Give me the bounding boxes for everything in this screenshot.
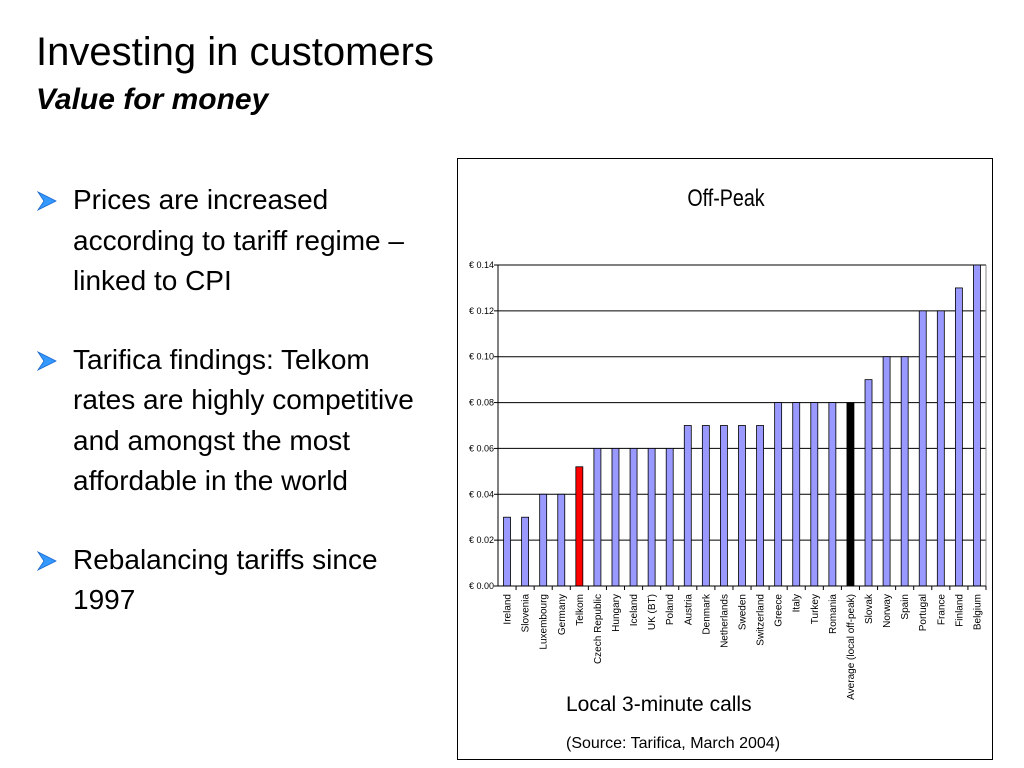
bar [557, 493, 566, 587]
x-tick-label: UK (BT) [647, 594, 658, 630]
x-tick-label: Italy [792, 594, 803, 612]
bullet-item: Rebalancing tariffs since 1997 [36, 540, 436, 621]
bar [792, 402, 801, 587]
y-tick-label: € 0.12 [469, 306, 494, 316]
bar [593, 448, 602, 587]
x-tick-label: Average (local off-peak) [846, 594, 857, 700]
bar [828, 402, 837, 587]
x-tick-label: Poland [665, 594, 676, 625]
bullet-item: Tarifica findings: Telkom rates are high… [36, 340, 436, 502]
bullet-text: Tarifica findings: Telkom rates are high… [73, 343, 414, 497]
bar [900, 356, 909, 587]
bar [503, 516, 511, 587]
x-tick-label: Luxembourg [539, 594, 550, 650]
bar [918, 310, 927, 587]
bar [936, 310, 945, 587]
bar [683, 425, 692, 587]
chart-caption: Local 3-minute calls [566, 693, 752, 716]
y-tick-label: € 0.02 [469, 535, 494, 545]
chart-frame: Off-Peak € 0.00 € 0.02 € 0.04 € 0.06 € 0.08 €… [457, 158, 993, 760]
bullet-list: Prices are increased according to tariff… [36, 180, 436, 659]
x-tick-label: Hungary [611, 594, 622, 632]
x-tick-label: Czech Republic [593, 594, 604, 664]
bar [720, 425, 728, 587]
bar [973, 264, 981, 587]
bar [864, 379, 873, 587]
bar [756, 425, 764, 587]
bar [810, 402, 819, 587]
bar [846, 402, 855, 587]
bar [647, 448, 656, 587]
bar [665, 448, 674, 587]
bar [882, 356, 891, 587]
arrow-bullet-icon [36, 190, 57, 212]
page-subtitle: Value for money [36, 83, 269, 116]
x-tick-label: Portugal [918, 594, 929, 631]
bar [954, 287, 963, 587]
bar [575, 466, 584, 587]
bullet-text: Prices are increased according to tariff… [73, 184, 404, 296]
bar [774, 402, 783, 587]
x-tick-label: Turkey [810, 594, 821, 624]
x-tick-label: Switzerland [756, 594, 767, 646]
bar [738, 425, 746, 587]
x-tick-label: Denmark [701, 593, 712, 635]
arrow-bullet-icon [36, 550, 57, 571]
y-tick-label: € 0.08 [469, 398, 494, 408]
bullet-item: Prices are increased according to tariff… [36, 180, 436, 302]
y-tick-label: € 0.06 [469, 443, 494, 453]
bar [701, 425, 710, 587]
arrow-bullet-icon [36, 350, 57, 371]
x-tick-label: Germany [557, 594, 568, 635]
x-tick-label: Sweden [738, 594, 749, 630]
y-tick-label: € 0.10 [469, 352, 494, 362]
page-title: Investing in customers [36, 30, 434, 74]
bar-chart: € 0.00 € 0.02 € 0.04 € 0.06 € 0.08 € 0.10 € 0.… [469, 260, 987, 700]
x-tick-label: Slovak [864, 593, 875, 624]
x-tick-label: Romania [828, 594, 839, 634]
bar [539, 493, 548, 587]
x-tick-label: Austria [683, 594, 694, 626]
x-tick-label: Iceland [629, 594, 640, 626]
x-tick-label: Slovenia [521, 594, 532, 633]
y-tick-label: € 0.14 [469, 260, 494, 270]
x-tick-label: Telkom [575, 594, 586, 626]
x-tick-label: Belgium [972, 594, 983, 630]
x-tick-label: Netherlands [719, 594, 730, 648]
chart-title: Off-Peak [687, 185, 765, 212]
x-tick-label: Greece [774, 594, 785, 627]
bullet-text: Rebalancing tariffs since 1997 [73, 543, 378, 616]
x-tick-label: France [936, 594, 947, 626]
bar [611, 448, 620, 587]
x-tick-label: Ireland [503, 594, 514, 625]
bar [521, 516, 530, 587]
chart-source: (Source: Tarifica, March 2004) [566, 735, 781, 752]
x-tick-label: Norway [882, 594, 893, 628]
bar [629, 448, 638, 587]
x-tick-label: Finland [954, 594, 965, 627]
x-tick-label: Spain [900, 594, 911, 620]
y-tick-label: € 0.00 [469, 581, 494, 591]
y-tick-label: € 0.04 [469, 489, 494, 499]
